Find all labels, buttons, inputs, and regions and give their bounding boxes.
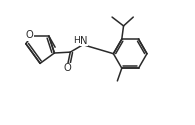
Text: O: O [64, 63, 72, 73]
Text: O: O [26, 30, 34, 40]
Text: H: H [73, 36, 80, 45]
Text: N: N [80, 36, 88, 46]
